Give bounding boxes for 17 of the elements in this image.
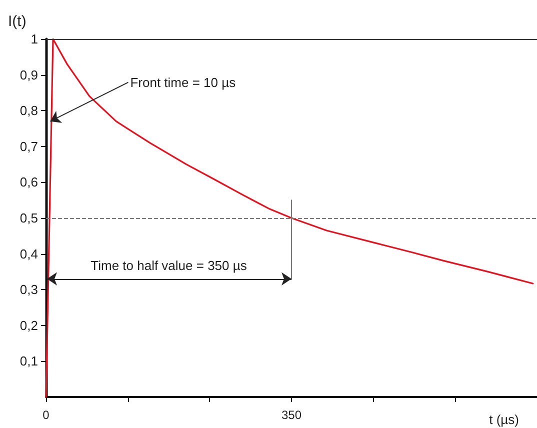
y-tick-label: 0,1 [20,354,38,369]
y-tick-label: 0,4 [20,246,38,262]
y-tick-label: 0,5 [20,210,38,226]
y-tick-label: 1 [30,32,38,46]
y-tick-label: 0,7 [20,138,38,154]
x-axis-title: t (µs) [489,412,519,427]
y-tick-label: 0,2 [20,318,38,333]
annotation: Time to half value = 350 µs [90,258,248,273]
y-tick-label: 0,9 [20,67,38,82]
y-axis-title: I(t) [8,13,26,30]
x-tick-label: 0 [42,408,50,422]
y-tick-label: 0,6 [20,174,38,190]
y-tick-label: 0,3 [20,282,38,298]
x-tick-label: 350 [281,408,302,422]
y-tick-label: 0,8 [20,103,38,118]
annotation: Front time = 10 µs [130,74,236,90]
line-series [45,38,534,398]
